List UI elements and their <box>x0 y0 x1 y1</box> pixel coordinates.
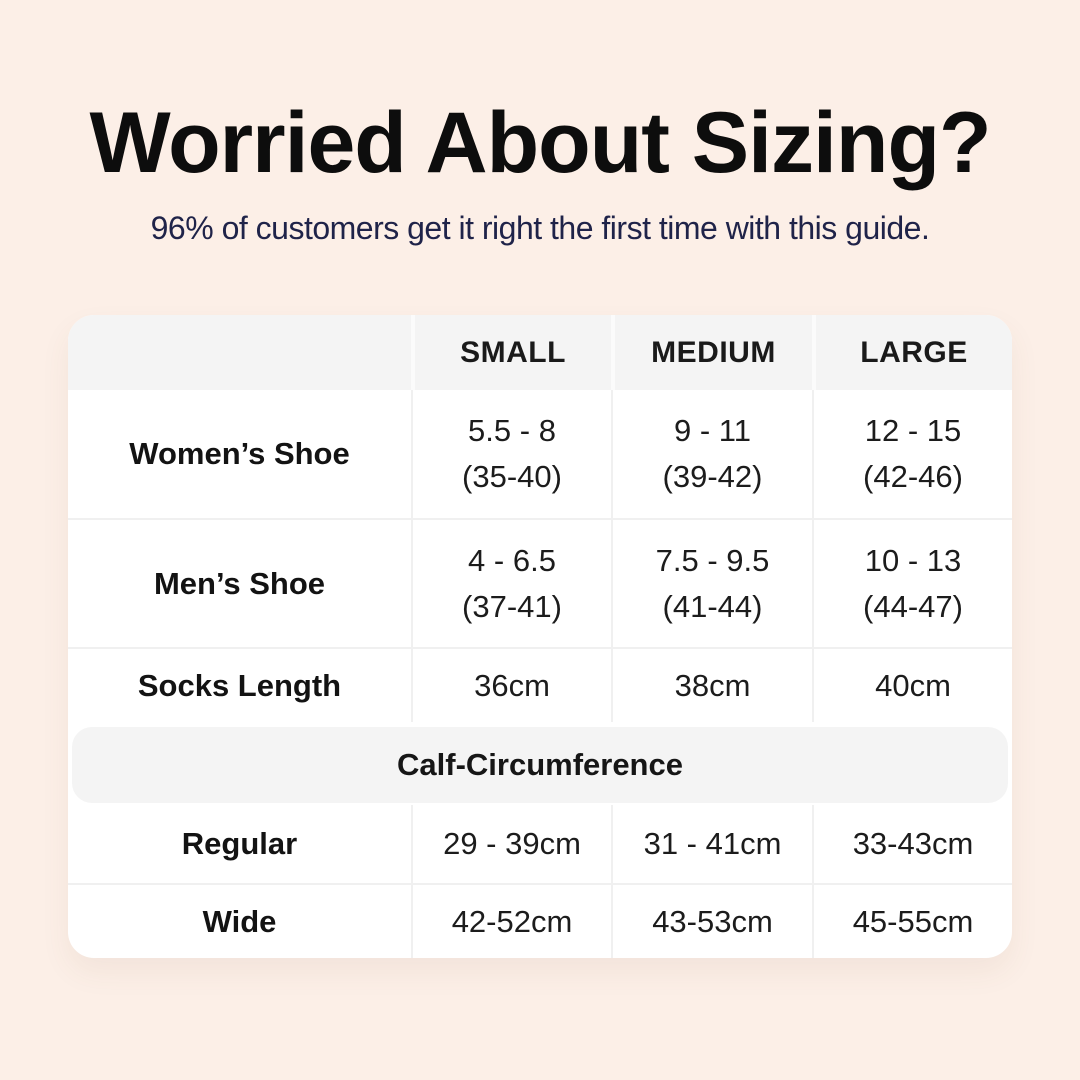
value-line: 9 - 11 <box>674 413 751 448</box>
value-line: 7.5 - 9.5 <box>655 542 770 578</box>
value-line: (41-44) <box>662 588 763 624</box>
row-label-regular: Regular <box>181 826 298 861</box>
regular-small-cell: 29 - 39cm <box>411 805 611 883</box>
wide-small-cell: 42-52cm <box>411 885 611 958</box>
row-label-mens-shoe: Men’s Shoe <box>153 565 326 601</box>
table-row-womens-shoe: Women’s Shoe 5.5 - 8 (35-40) 9 - 11 (39-… <box>68 390 1012 518</box>
value-line: (39-42) <box>662 459 763 494</box>
socks-length-medium-cell: 38cm <box>611 649 812 722</box>
row-label-wide: Wide <box>202 904 277 939</box>
header-cell-empty <box>68 315 411 390</box>
regular-medium-cell: 31 - 41cm <box>611 805 812 883</box>
value-line: 4 - 6.5 <box>468 542 556 578</box>
mens-shoe-large-cell: 10 - 13 (44-47) <box>812 520 1012 647</box>
header-cell-large: LARGE <box>812 315 1012 390</box>
value-line: (44-47) <box>863 588 963 624</box>
womens-shoe-medium-cell: 9 - 11 (39-42) <box>611 390 812 518</box>
value-line: 5.5 - 8 <box>468 413 556 448</box>
socks-length-small-cell: 36cm <box>411 649 611 722</box>
row-label-womens-shoe: Women’s Shoe <box>129 436 350 471</box>
row-label-socks-length: Socks Length <box>137 667 342 703</box>
page-subtitle: 96% of customers get it right the first … <box>150 210 930 246</box>
table-header-row: SMALL MEDIUM LARGE <box>68 315 1012 390</box>
value-line: (35-40) <box>462 459 562 494</box>
regular-large-cell: 33-43cm <box>812 805 1012 883</box>
table-row-mens-shoe: Men’s Shoe 4 - 6.5 (37-41) 7.5 - 9.5 (41… <box>68 518 1012 647</box>
mens-shoe-small-cell: 4 - 6.5 (37-41) <box>411 520 611 647</box>
section-band-wrap: Calf-Circumference <box>68 722 1012 805</box>
page-title: Worried About Sizing? <box>89 95 991 191</box>
womens-shoe-small-cell: 5.5 - 8 (35-40) <box>411 390 611 518</box>
wide-large-cell: 45-55cm <box>812 885 1012 958</box>
section-header-calf-circumference: Calf-Circumference <box>72 727 1008 803</box>
value-line: 10 - 13 <box>864 542 962 578</box>
table-row-regular: Regular 29 - 39cm 31 - 41cm 33-43cm <box>68 805 1012 883</box>
size-table-card: SMALL MEDIUM LARGE Women’s Shoe 5.5 - 8 … <box>68 315 1012 958</box>
value-line: 12 - 15 <box>864 413 962 448</box>
socks-length-large-cell: 40cm <box>812 649 1012 722</box>
value-line: (37-41) <box>462 588 562 624</box>
womens-shoe-large-cell: 12 - 15 (42-46) <box>812 390 1012 518</box>
table-row-wide: Wide 42-52cm 43-53cm 45-55cm <box>68 883 1012 958</box>
header-cell-small: SMALL <box>411 315 611 390</box>
mens-shoe-medium-cell: 7.5 - 9.5 (41-44) <box>611 520 812 647</box>
wide-medium-cell: 43-53cm <box>611 885 812 958</box>
value-line: (42-46) <box>863 459 963 494</box>
header-cell-medium: MEDIUM <box>611 315 812 390</box>
table-row-socks-length: Socks Length 36cm 38cm 40cm <box>68 647 1012 722</box>
